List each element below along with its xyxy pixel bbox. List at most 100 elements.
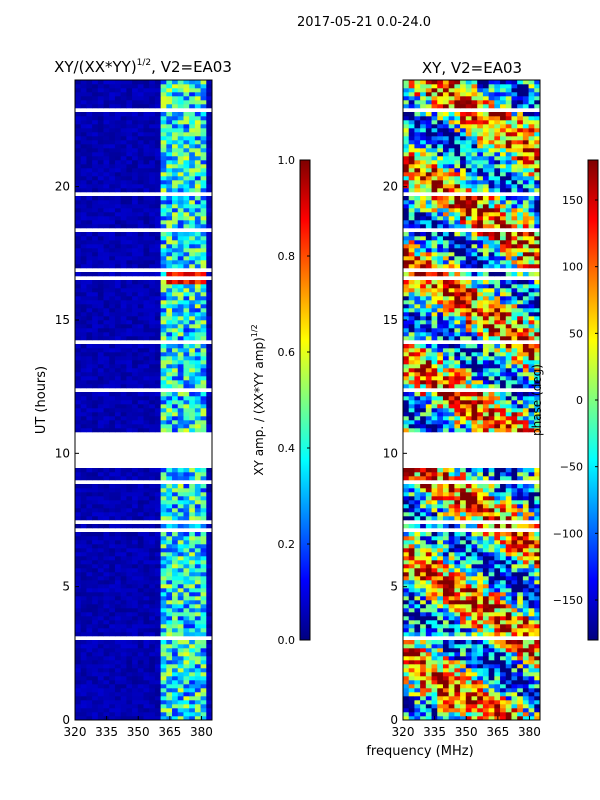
heatmap-cell: [80, 680, 87, 685]
heatmap-cell: [97, 584, 104, 589]
heatmap-cell: [126, 620, 133, 625]
heatmap-cell: [109, 716, 116, 721]
heatmap-cell: [200, 300, 207, 305]
heatmap-cell: [471, 484, 478, 489]
heatmap-cell: [431, 556, 438, 561]
heatmap-cell: [528, 596, 535, 601]
heatmap-cell: [97, 172, 104, 177]
heatmap-cell: [137, 376, 144, 381]
heatmap-cell: [465, 592, 472, 597]
heatmap-cell: [166, 252, 173, 257]
heatmap-cell: [189, 620, 196, 625]
heatmap-cell: [97, 384, 104, 389]
heatmap-cell: [149, 428, 156, 433]
heatmap-cell: [103, 316, 110, 321]
heatmap-cell: [103, 712, 110, 717]
heatmap-cell: [132, 384, 139, 389]
heatmap-cell: [149, 532, 156, 537]
heatmap-cell: [143, 232, 150, 237]
heatmap-cell: [172, 196, 179, 201]
heatmap-cell: [448, 572, 455, 577]
heatmap-cell: [189, 624, 196, 629]
heatmap-cell: [149, 376, 156, 381]
heatmap-cell: [97, 396, 104, 401]
heatmap-cell: [120, 584, 127, 589]
heatmap-cell: [103, 220, 110, 225]
heatmap-cell: [154, 328, 162, 333]
heatmap-cell: [425, 588, 432, 593]
heatmap-cell: [132, 644, 139, 649]
heatmap-cell: [97, 212, 104, 217]
heatmap-cell: [132, 628, 139, 633]
heatmap-cell: [103, 244, 110, 249]
heatmap-cell: [75, 212, 82, 217]
colorbar-tick-label: 0.0: [278, 634, 296, 647]
heatmap-cell: [143, 416, 150, 421]
heatmap-cell: [166, 244, 173, 249]
heatmap-cell: [92, 484, 99, 489]
heatmap-cell: [183, 232, 190, 237]
heatmap-cell: [92, 248, 99, 253]
heatmap-cell: [103, 132, 110, 137]
heatmap-cell: [172, 420, 179, 425]
heatmap-cell: [109, 312, 116, 317]
heatmap-cell: [103, 324, 110, 329]
heatmap-cell: [471, 508, 478, 513]
heatmap-cell: [114, 124, 122, 129]
heatmap-cell: [183, 208, 190, 213]
heatmap-cell: [177, 232, 184, 237]
heatmap-cell: [414, 668, 421, 673]
heatmap-cell: [143, 572, 150, 577]
heatmap-cell: [494, 592, 501, 597]
heatmap-cell: [500, 500, 507, 505]
heatmap-cell: [420, 716, 427, 721]
heatmap-cell: [109, 180, 116, 185]
heatmap-cell: [460, 676, 467, 681]
heatmap-cell: [183, 316, 190, 321]
heatmap-cell: [200, 212, 207, 217]
heatmap-cell: [500, 640, 507, 645]
heatmap-cell: [494, 608, 501, 613]
heatmap-cell: [534, 428, 541, 433]
heatmap-cell: [183, 476, 190, 481]
heatmap-cell: [97, 252, 104, 257]
heatmap-cell: [137, 680, 144, 685]
heatmap-cell: [137, 112, 144, 117]
heatmap-cell: [206, 260, 213, 265]
amplitude-colorbar-label: XY amp. / (XX*YY amp)1/2: [250, 324, 266, 475]
heatmap-cell: [183, 588, 190, 593]
heatmap-cell: [80, 184, 87, 189]
heatmap-cell: [431, 632, 438, 637]
heatmap-cell: [437, 680, 444, 685]
heatmap-cell: [200, 412, 207, 417]
heatmap-cell: [511, 564, 518, 569]
heatmap-cell: [437, 620, 444, 625]
heatmap-cell: [80, 508, 87, 513]
heatmap-cell: [120, 168, 127, 173]
heatmap-cell: [80, 288, 87, 293]
heatmap-cell: [86, 344, 93, 349]
heatmap-cell: [431, 548, 438, 553]
heatmap-cell: [114, 240, 122, 245]
heatmap-cell: [137, 468, 144, 473]
heatmap-cell: [137, 212, 144, 217]
heatmap-cell: [437, 716, 444, 721]
heatmap-cell: [172, 428, 179, 433]
heatmap-cell: [172, 304, 179, 309]
heatmap-cell: [183, 260, 190, 265]
heatmap-cell: [166, 664, 173, 669]
heatmap-cell: [442, 548, 450, 553]
heatmap-cell: [177, 348, 184, 353]
heatmap-cell: [522, 472, 529, 477]
heatmap-cell: [172, 700, 179, 705]
heatmap-cell: [200, 352, 207, 357]
heatmap-cell: [437, 652, 444, 657]
heatmap-cell: [154, 352, 162, 357]
heatmap-cell: [86, 680, 93, 685]
heatmap-cell: [183, 164, 190, 169]
heatmap-cell: [143, 568, 150, 573]
heatmap-cell: [517, 576, 524, 581]
heatmap-cell: [425, 484, 432, 489]
heatmap-cell: [500, 660, 507, 665]
heatmap-cell: [183, 288, 190, 293]
